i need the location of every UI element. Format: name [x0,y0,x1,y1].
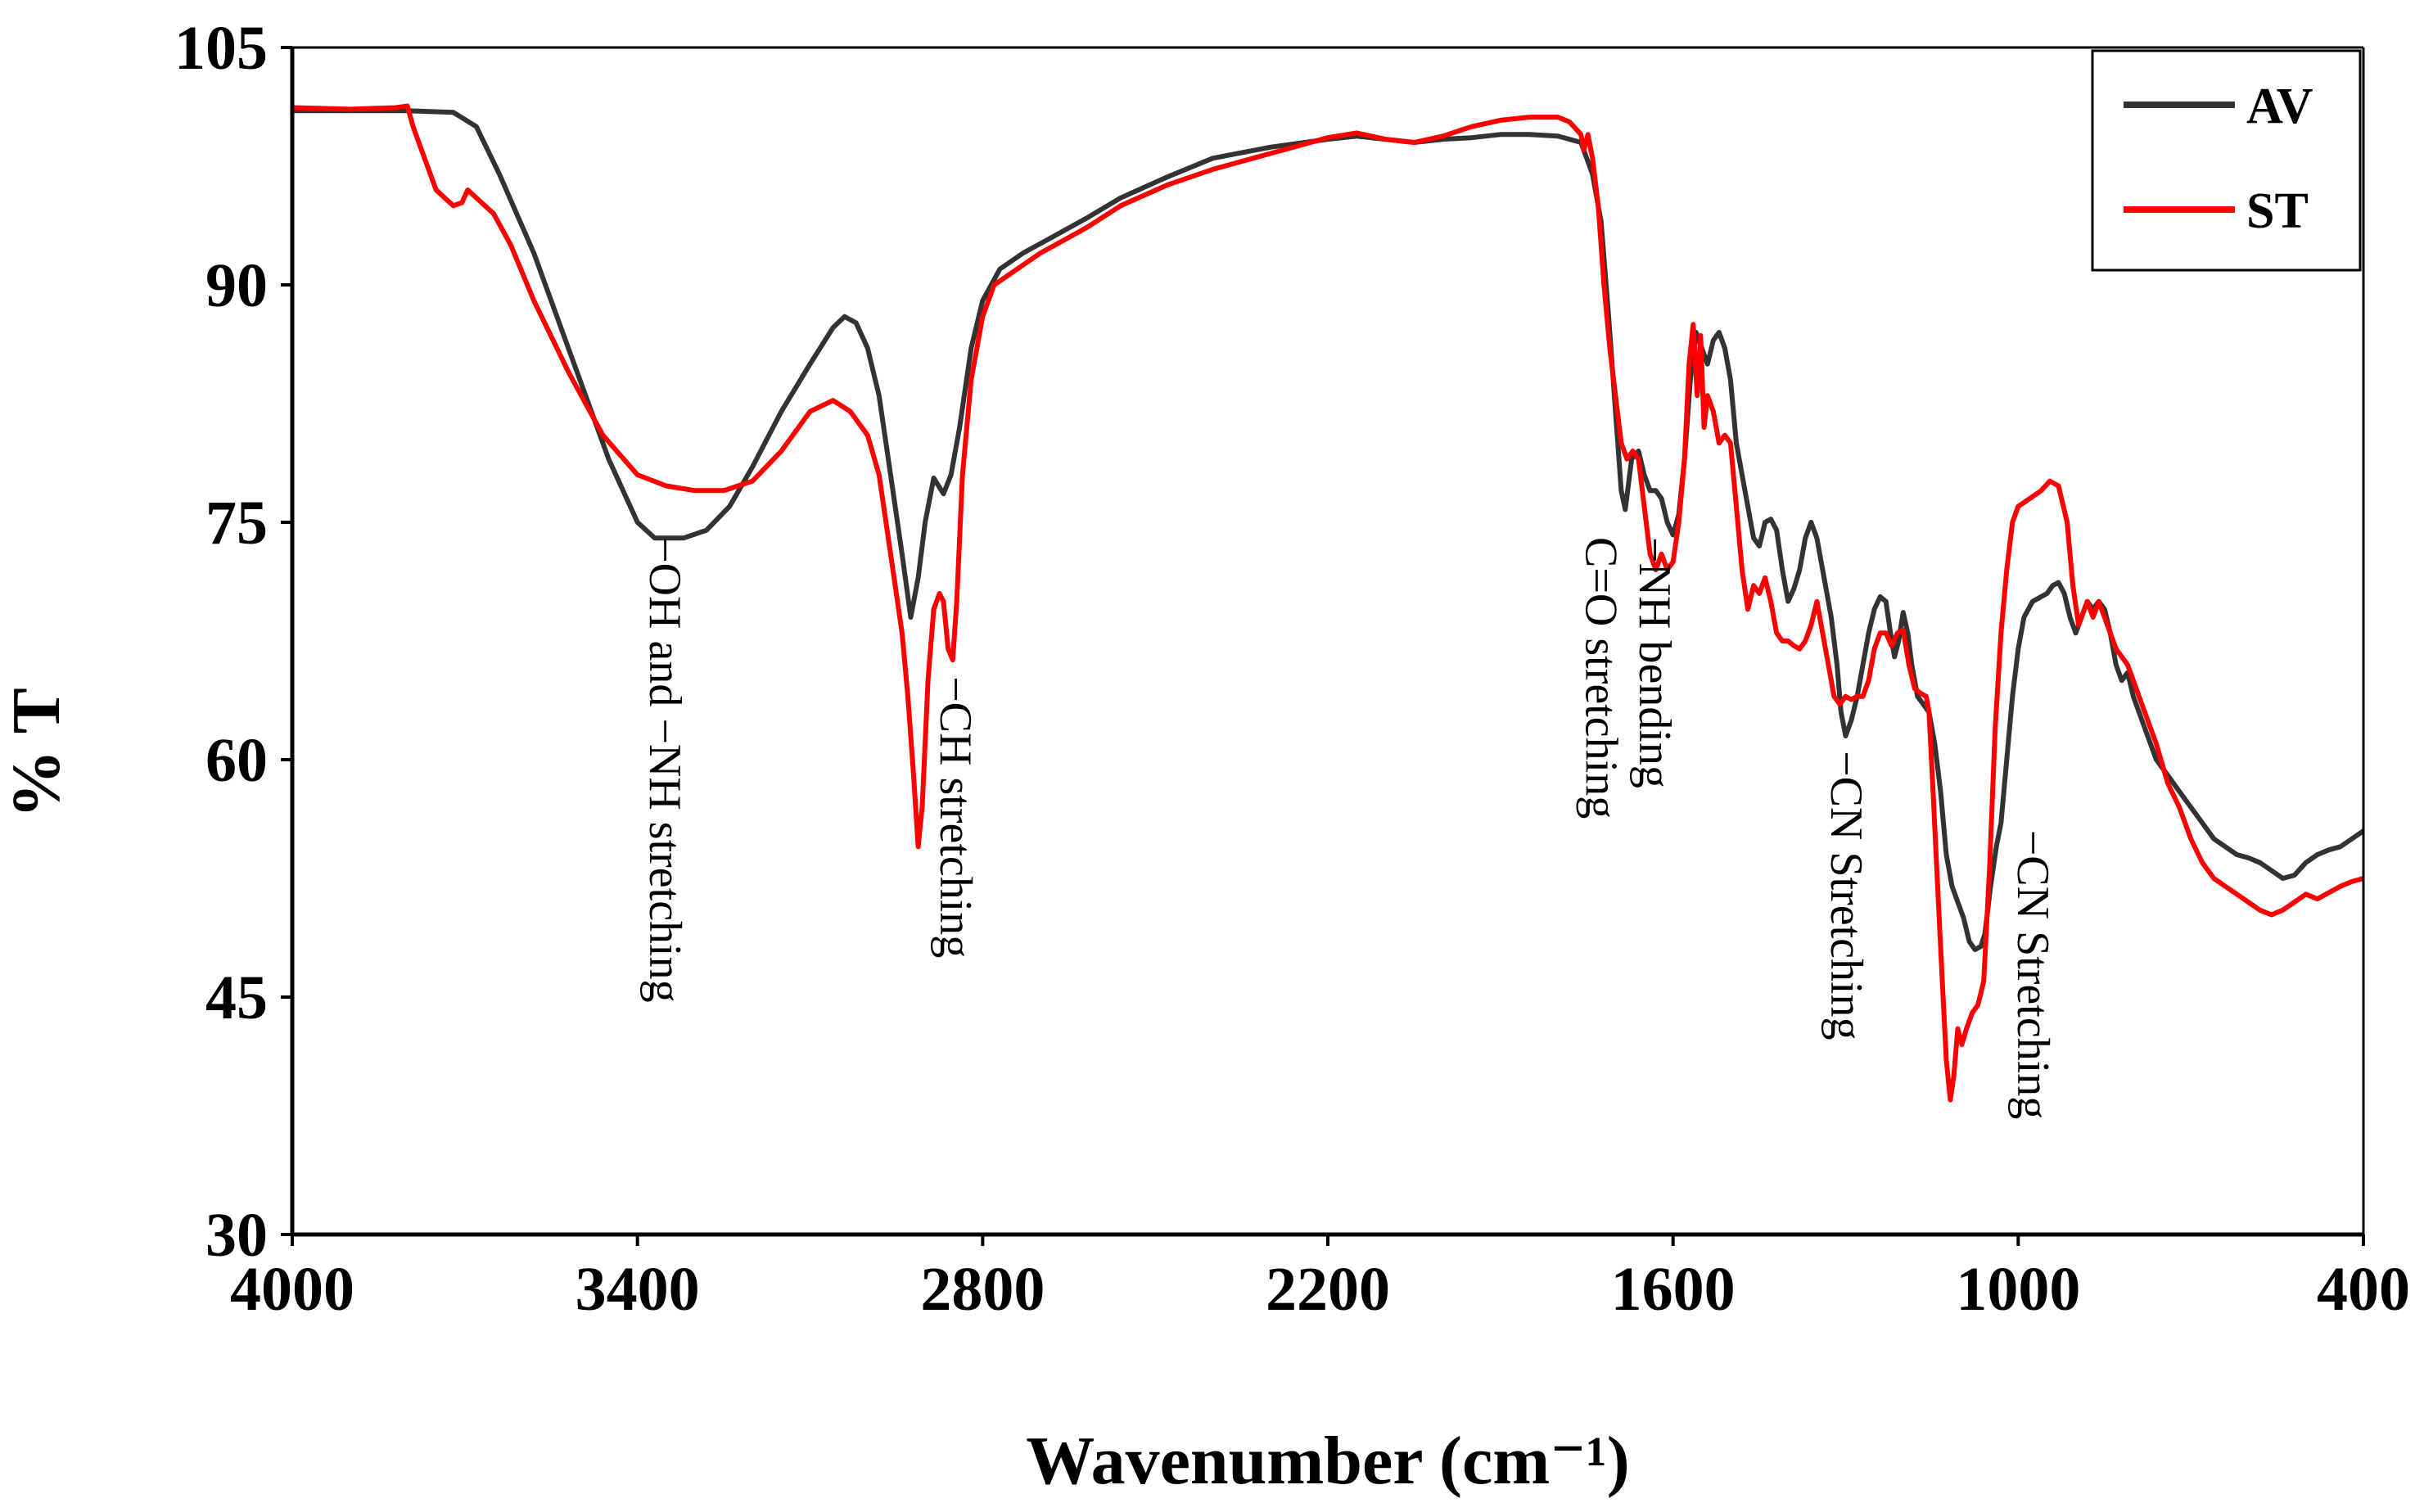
x-tick-label: 1600 [1611,1255,1736,1324]
legend-label-st: ST [2246,183,2309,239]
legend: AV ST [2091,49,2362,272]
y-tick-label: 60 [205,726,268,795]
x-tick-label: 2800 [920,1255,1045,1324]
x-tick-label: 2200 [1266,1255,1390,1324]
y-ticks: 105 90 75 60 45 30 [174,14,292,1270]
annotation-label: −CN Stretching [1821,751,1871,1040]
peak-annotations: −OH and −NH stretching −CH stretching C=O … [639,537,2058,1119]
y-axis-title: % T [0,688,74,819]
y-tick-label: 30 [205,1201,268,1270]
x-tick-label: 1000 [1956,1255,2080,1324]
y-tick-label: 75 [205,489,268,557]
x-tick-label: 4000 [230,1255,354,1324]
series-line-st [291,103,2364,1103]
series-lines [291,103,2365,1103]
legend-label-av: AV [2246,79,2313,134]
annotation-label: C=O stretching [1575,537,1626,819]
x-tick-label: 400 [2317,1255,2410,1324]
x-ticks: 4000 3400 2800 2200 1600 1000 400 [230,1234,2410,1324]
x-axis-title: Wavenumber (cm⁻¹) [1026,1423,1630,1499]
annotation-label: −CN Stretching [2007,830,2058,1120]
y-tick-label: 90 [205,251,268,320]
annotation-label: −OH and −NH stretching [639,537,690,1003]
y-tick-label: 105 [174,14,268,83]
y-tick-label: 45 [205,964,268,1032]
annotation-label: −CH stretching [930,676,981,958]
x-tick-label: 3400 [576,1255,700,1324]
annotation-label: −NH bending [1629,537,1680,788]
legend-box [2091,49,2362,272]
